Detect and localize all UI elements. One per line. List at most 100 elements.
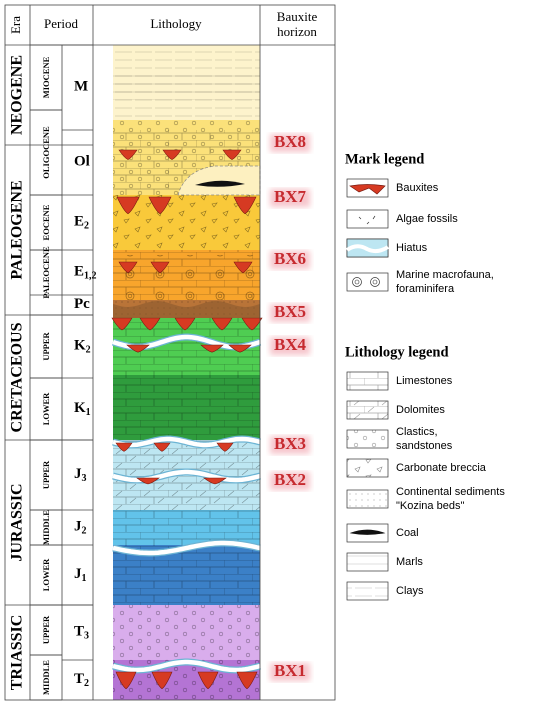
legend-symbol bbox=[358, 215, 376, 225]
epoch-label: LOWER bbox=[41, 392, 51, 425]
period-symbol: E2 bbox=[74, 214, 89, 232]
legend-symbol bbox=[372, 279, 378, 285]
legend-label: Clastics, bbox=[396, 426, 438, 438]
bx-glow bbox=[270, 337, 310, 355]
legend-symbol bbox=[354, 279, 360, 285]
bauxite-lens bbox=[126, 344, 150, 353]
legend-label: sandstones bbox=[396, 440, 453, 452]
bauxite-lens bbox=[153, 442, 171, 452]
legend-label: Limestones bbox=[396, 375, 453, 387]
bauxite-horizon-label: BX5 bbox=[274, 302, 306, 321]
bauxite-lens bbox=[228, 344, 252, 353]
bauxite-lens bbox=[211, 317, 233, 331]
hiatus bbox=[112, 436, 261, 448]
legend-label: Carbonate breccia bbox=[396, 462, 487, 474]
period-symbol: Ol bbox=[74, 154, 90, 170]
period-sub: 1,2 bbox=[84, 271, 97, 282]
legend-pattern bbox=[347, 401, 388, 419]
epoch-label: PALEOCENE bbox=[41, 246, 51, 299]
header-lithology: Lithology bbox=[150, 16, 202, 31]
hiatus bbox=[112, 659, 261, 673]
bauxite-horizon-label: BX8 bbox=[274, 132, 306, 151]
period-symbol: Pc bbox=[74, 296, 90, 312]
period-sub: 2 bbox=[84, 678, 89, 689]
bx-glow bbox=[270, 134, 310, 152]
period-symbol: T3 bbox=[74, 624, 89, 642]
period-sub: 3 bbox=[84, 631, 89, 642]
epoch-label: UPPER bbox=[41, 615, 51, 644]
epoch-label: MIDDLE bbox=[41, 660, 51, 695]
legend-pattern bbox=[347, 582, 388, 600]
bauxite-lens bbox=[116, 196, 140, 215]
legend-pattern bbox=[347, 459, 388, 477]
era-label: PALEOGENE bbox=[9, 180, 26, 279]
period-main: Pc bbox=[74, 296, 90, 312]
era-label: JURASSIC bbox=[9, 483, 26, 561]
bx-glow bbox=[270, 251, 310, 269]
bauxite-lens bbox=[111, 317, 133, 331]
period-main: K bbox=[74, 338, 86, 354]
legend-label: Bauxites bbox=[396, 182, 439, 194]
table-grid bbox=[4, 4, 336, 701]
bauxite-lens bbox=[115, 442, 133, 452]
bauxite-horizon-label: BX1 bbox=[274, 661, 306, 680]
layer-pattern bbox=[113, 510, 260, 545]
period-symbol: K1 bbox=[74, 400, 91, 418]
bauxite-lens bbox=[148, 196, 172, 215]
bauxite-horizon-label: BX2 bbox=[274, 470, 306, 489]
bauxite-lens bbox=[151, 671, 173, 690]
bauxite-lens bbox=[118, 261, 138, 274]
legend-symbol bbox=[349, 184, 386, 195]
layer-pattern bbox=[113, 375, 260, 440]
lithology-column bbox=[111, 45, 263, 700]
layer-pattern bbox=[113, 605, 260, 660]
epoch-label: LOWER bbox=[41, 558, 51, 591]
period-sub: 2 bbox=[82, 526, 87, 537]
hiatus bbox=[112, 469, 261, 483]
bauxite-lens bbox=[139, 317, 161, 331]
bx-glow bbox=[270, 304, 310, 322]
legend-label: Coal bbox=[396, 527, 419, 539]
bauxite-lens bbox=[216, 442, 234, 452]
period-main: K bbox=[74, 400, 86, 416]
legend-title: Lithology legend bbox=[345, 344, 449, 360]
legend-label: Algae fossils bbox=[396, 213, 458, 225]
legend-label: Clays bbox=[396, 585, 424, 597]
period-symbol: K2 bbox=[74, 338, 91, 356]
header-bauxite: Bauxite bbox=[277, 9, 318, 24]
bauxite-horizon-label: BX6 bbox=[274, 249, 306, 268]
legend-symbol bbox=[352, 277, 362, 287]
period-main: J bbox=[74, 566, 82, 582]
period-sub: 2 bbox=[86, 345, 91, 356]
era-label: CRETACEOUS bbox=[9, 322, 26, 432]
header-bauxite: horizon bbox=[277, 24, 317, 39]
period-sub: 1 bbox=[82, 573, 87, 584]
period-main: E bbox=[74, 214, 84, 230]
legend-title: Mark legend bbox=[345, 151, 424, 167]
bx-glow bbox=[270, 663, 310, 681]
era-label: TRIASSIC bbox=[9, 615, 26, 691]
bauxite-lens bbox=[150, 261, 170, 274]
legend-label: Continental sediments bbox=[396, 486, 505, 498]
bauxite-lens bbox=[203, 477, 227, 485]
bauxite-horizon-label: BX3 bbox=[274, 434, 306, 453]
bx-glow bbox=[270, 436, 310, 454]
legend-label: Dolomites bbox=[396, 404, 445, 416]
epoch-label: MIOCENE bbox=[41, 56, 51, 98]
era-label: NEOGENE bbox=[9, 55, 26, 135]
hiatus bbox=[112, 540, 261, 556]
bauxite-horizon-label: BX7 bbox=[274, 187, 307, 206]
period-main: Ol bbox=[74, 154, 90, 170]
legend-box bbox=[346, 272, 389, 292]
legend-pattern bbox=[347, 372, 388, 390]
bx-glow bbox=[270, 189, 310, 207]
continental-sediments bbox=[177, 165, 261, 196]
bauxite-horizon-label: BX4 bbox=[274, 335, 307, 354]
legend-pattern bbox=[347, 430, 388, 448]
epoch-label: UPPER bbox=[41, 331, 51, 360]
period-symbol: M bbox=[74, 79, 88, 95]
table-frame bbox=[4, 4, 336, 701]
legend-pattern bbox=[347, 553, 388, 571]
bauxite-lens bbox=[136, 477, 160, 485]
